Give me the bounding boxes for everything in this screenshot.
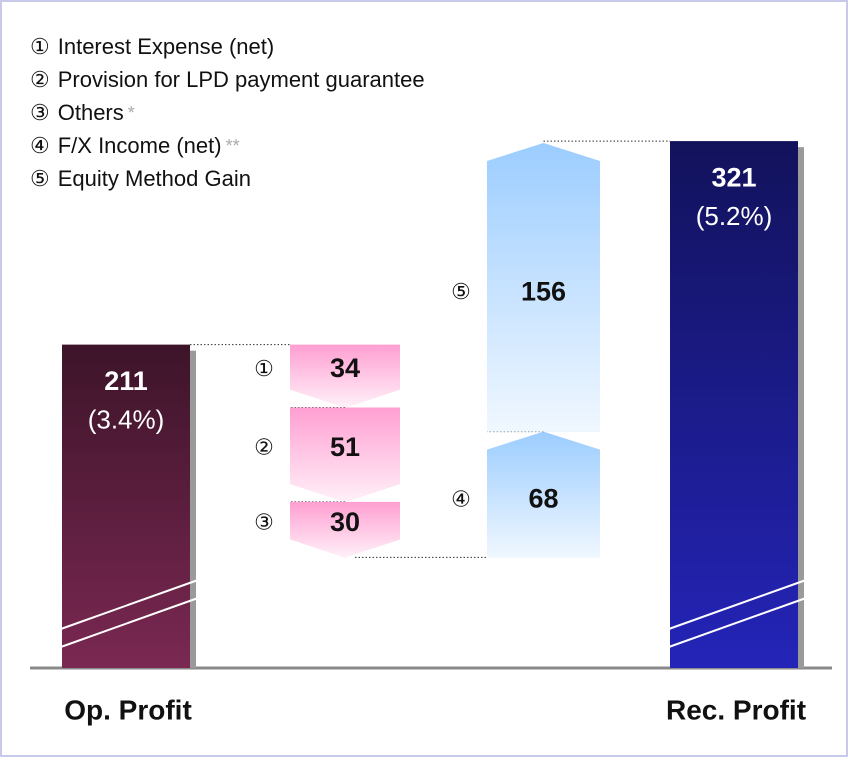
break-line [665,579,807,631]
legend-marker: ④ [30,133,50,158]
value-label: 321 [711,162,756,192]
category-label: Rec. Profit [666,694,806,725]
percent-label: (3.4%) [88,405,165,435]
value-label: 51 [330,432,360,462]
legend-text: F/X Income (net) [58,133,222,158]
legend-text: Others [58,100,124,125]
legend-marker: ③ [30,100,50,125]
legend: ① Interest Expense (net) ② Provision for LP… [30,34,425,191]
step-shade [290,344,400,408]
bar-shade [62,344,190,668]
legend-item: ① Interest Expense (net) [30,34,274,59]
value-label: 211 [104,366,148,396]
step-shade [290,407,400,502]
legend-text: Provision for LPD payment guarantee [58,67,425,92]
category-label: Op. Profit [64,694,192,725]
legend-item: ⑤ Equity Method Gain [30,166,251,191]
value-label: 156 [521,276,566,306]
step-marker: ④ [451,486,471,511]
legend-text: Interest Expense (net) [58,34,274,59]
step-marker: ② [254,435,274,460]
percent-label: (5.2%) [696,201,773,231]
step-shade [487,143,600,432]
legend-item: ② Provision for LPD payment guarantee [30,67,425,92]
break-line [57,579,199,631]
step-shade [290,501,400,558]
step-marker: ① [254,356,274,381]
legend-marker: ⑤ [30,166,50,191]
legend-note: ** [226,136,240,156]
value-label: 34 [330,353,360,383]
legend-marker: ① [30,34,50,59]
step-shade [487,431,600,558]
value-label: 68 [528,484,558,514]
legend-item: ③ Others * [30,100,135,125]
legend-note: * [128,103,135,123]
legend-marker: ② [30,67,50,92]
value-label: 30 [330,507,360,537]
break-line [665,597,807,649]
legend-item: ④ F/X Income (net) ** [30,133,240,158]
legend-text: Equity Method Gain [58,166,251,191]
break-line [57,597,199,649]
step-marker: ③ [254,509,274,534]
bar-shade [670,141,798,668]
step-marker: ⑤ [451,279,471,304]
